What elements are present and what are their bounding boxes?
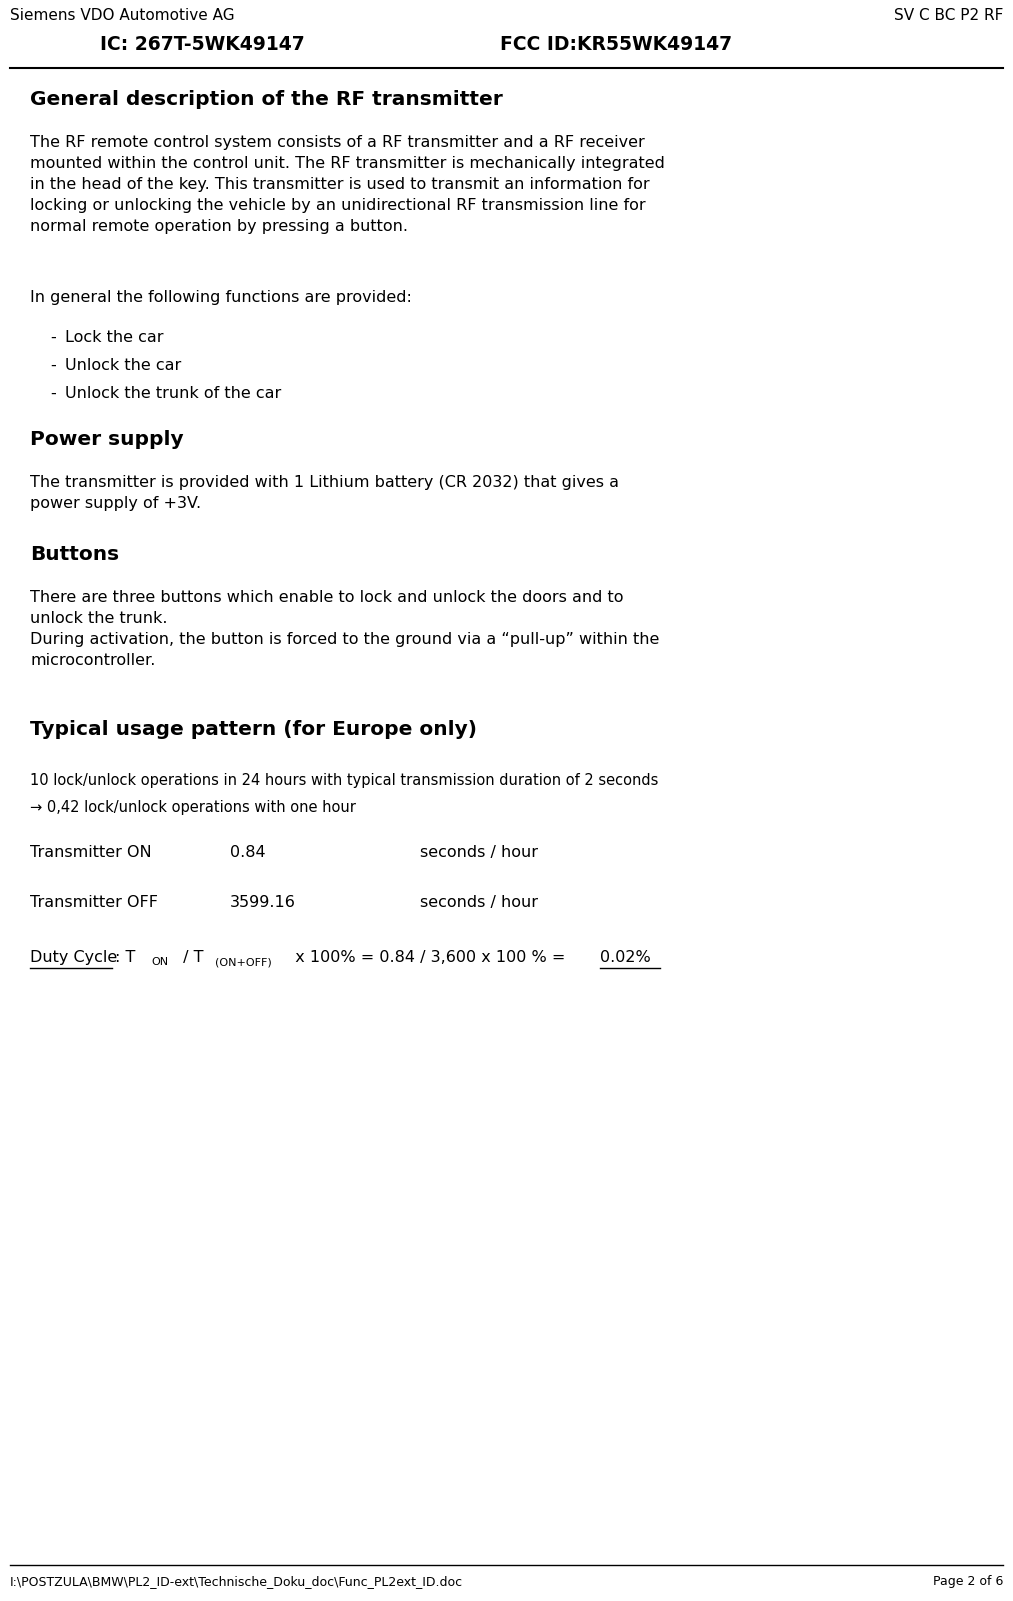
- Text: 10 lock/unlock operations in 24 hours with typical transmission duration of 2 se: 10 lock/unlock operations in 24 hours wi…: [30, 773, 658, 788]
- Text: / T: / T: [178, 949, 209, 965]
- Text: General description of the RF transmitter: General description of the RF transmitte…: [30, 90, 502, 109]
- Text: 3599.16: 3599.16: [230, 895, 296, 909]
- Text: Buttons: Buttons: [30, 544, 120, 564]
- Text: Siemens VDO Automotive AG: Siemens VDO Automotive AG: [10, 8, 235, 22]
- Text: The transmitter is provided with 1 Lithium battery (CR 2032) that gives a
power : The transmitter is provided with 1 Lithi…: [30, 475, 619, 511]
- Text: Typical usage pattern (for Europe only): Typical usage pattern (for Europe only): [30, 720, 477, 740]
- Text: The RF remote control system consists of a RF transmitter and a RF receiver
moun: The RF remote control system consists of…: [30, 134, 665, 234]
- Text: Unlock the trunk of the car: Unlock the trunk of the car: [65, 386, 282, 400]
- Text: Power supply: Power supply: [30, 431, 183, 448]
- Text: IC: 267T-5WK49147: IC: 267T-5WK49147: [100, 35, 305, 54]
- Text: Transmitter OFF: Transmitter OFF: [30, 895, 158, 909]
- Text: Transmitter ON: Transmitter ON: [30, 845, 152, 860]
- Text: SV C BC P2 RF: SV C BC P2 RF: [893, 8, 1003, 22]
- Text: ON: ON: [151, 957, 168, 967]
- Text: -: -: [50, 330, 56, 344]
- Text: : T: : T: [115, 949, 136, 965]
- Text: → 0,42 lock/unlock operations with one hour: → 0,42 lock/unlock operations with one h…: [30, 800, 356, 815]
- Text: Duty Cycle: Duty Cycle: [30, 949, 118, 965]
- Text: 0.84: 0.84: [230, 845, 265, 860]
- Text: -: -: [50, 359, 56, 373]
- Text: seconds / hour: seconds / hour: [420, 895, 538, 909]
- Text: I:\POSTZULA\BMW\PL2_ID-ext\Technische_Doku_doc\Func_PL2ext_ID.doc: I:\POSTZULA\BMW\PL2_ID-ext\Technische_Do…: [10, 1575, 463, 1588]
- Text: In general the following functions are provided:: In general the following functions are p…: [30, 290, 412, 306]
- Text: FCC ID:KR55WK49147: FCC ID:KR55WK49147: [500, 35, 732, 54]
- Text: (ON+OFF): (ON+OFF): [215, 957, 271, 967]
- Text: 0.02%: 0.02%: [600, 949, 650, 965]
- Text: There are three buttons which enable to lock and unlock the doors and to
unlock : There are three buttons which enable to …: [30, 591, 659, 668]
- Text: Lock the car: Lock the car: [65, 330, 163, 344]
- Text: -: -: [50, 386, 56, 400]
- Text: Page 2 of 6: Page 2 of 6: [933, 1575, 1003, 1588]
- Text: seconds / hour: seconds / hour: [420, 845, 538, 860]
- Text: x 100% = 0.84 / 3,600 x 100 % =: x 100% = 0.84 / 3,600 x 100 % =: [285, 949, 570, 965]
- Text: Unlock the car: Unlock the car: [65, 359, 181, 373]
